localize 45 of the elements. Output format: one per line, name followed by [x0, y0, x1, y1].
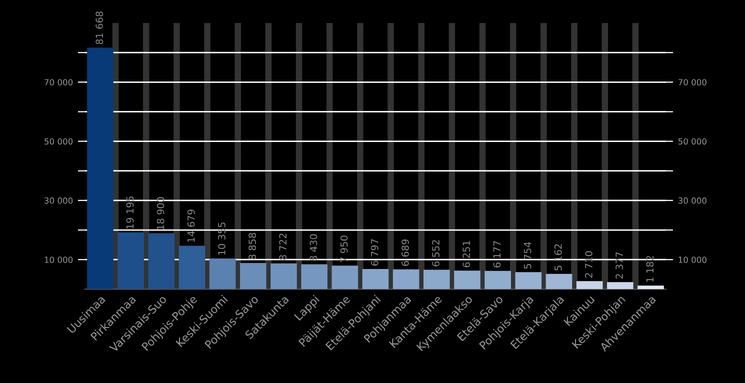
data-label: 8 722 — [279, 234, 287, 260]
y-tick-label: 10 000 — [44, 256, 73, 263]
data-label: 6 689 — [402, 239, 409, 266]
data-label: 18 900 — [156, 197, 164, 230]
bar — [209, 258, 236, 290]
bar — [240, 262, 266, 290]
bar — [638, 286, 664, 290]
bar — [484, 270, 511, 290]
data-label: 1 182 — [646, 256, 654, 282]
data-label: 6 797 — [370, 239, 378, 266]
data-label: 6 251 — [462, 240, 470, 268]
data-label: 6 552 — [432, 240, 440, 266]
data-label: 5 162 — [554, 244, 562, 270]
data-label: 81 668 — [96, 11, 104, 44]
y2-tick-label: 70 000 — [678, 79, 706, 86]
data-label: 2 710 — [585, 251, 592, 278]
data-label: 5 754 — [524, 242, 532, 269]
data-label: 6 177 — [493, 241, 501, 268]
bar — [607, 282, 634, 290]
bar — [576, 281, 603, 290]
y2-tick-label: 30 000 — [678, 197, 706, 204]
y-tick-label: 70 000 — [44, 79, 73, 86]
bar — [546, 274, 572, 290]
data-label: 8 858 — [248, 233, 256, 260]
data-label: 10 355 — [218, 222, 226, 255]
bar — [270, 263, 297, 290]
data-label: 8 430 — [310, 234, 318, 261]
bar — [332, 266, 358, 290]
data-label: 19 195 — [126, 196, 134, 229]
bar — [423, 270, 450, 290]
bar — [362, 269, 389, 290]
bar — [118, 232, 144, 290]
y2-tick-label: 10 000 — [678, 256, 706, 263]
data-label: 7 950 — [340, 236, 348, 262]
data-label: 14 679 — [187, 210, 195, 242]
bar — [392, 269, 420, 290]
bar — [515, 272, 542, 290]
bar — [148, 233, 175, 290]
y2-tick-label: 50 000 — [678, 138, 706, 145]
bar — [454, 270, 480, 290]
y-tick-label: 30 000 — [44, 197, 73, 204]
bar — [178, 246, 206, 290]
y-tick-label: 50 000 — [44, 138, 73, 145]
bar — [301, 264, 328, 290]
data-label: 2 377 — [616, 252, 623, 279]
